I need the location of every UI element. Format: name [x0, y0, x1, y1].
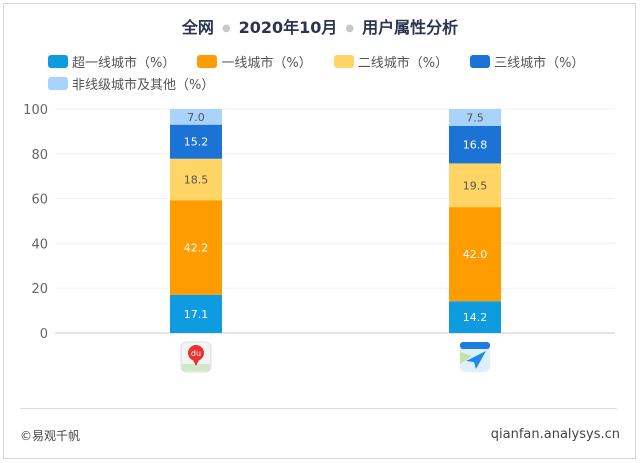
- data-label: 7.0: [187, 111, 205, 124]
- bar-segment: [449, 109, 501, 126]
- legend-swatch: [48, 54, 68, 68]
- data-label: 19.5: [463, 179, 488, 192]
- legend-label: 非线级城市及其他（%）: [72, 77, 215, 93]
- baidu-map-icon: du: [180, 341, 212, 373]
- legend-item[interactable]: 二线城市（%）: [333, 50, 449, 72]
- bar-segment: [170, 294, 222, 333]
- tencent-map-icon: [460, 342, 490, 372]
- chart-frame: [3, 3, 636, 459]
- y-tick-label: 80: [31, 148, 48, 163]
- bar-segment: [170, 158, 222, 201]
- data-label: 7.5: [466, 111, 484, 124]
- y-tick-label: 100: [23, 103, 48, 118]
- legend-item[interactable]: 一线城市（%）: [197, 50, 312, 72]
- bar-segment: [449, 125, 501, 164]
- bar-segment: [449, 207, 501, 302]
- bar-segment: [449, 163, 501, 208]
- footer-divider: [20, 408, 617, 409]
- data-label: 15.2: [184, 136, 209, 149]
- y-tick-label: 40: [31, 237, 48, 252]
- legend-swatch: [470, 54, 491, 68]
- title-scope: 全网: [181, 18, 214, 37]
- legend-label: 二线城市（%）: [357, 55, 449, 71]
- data-label: 42.2: [184, 241, 209, 254]
- title-date: 2020年10月: [238, 18, 338, 37]
- legend-item[interactable]: 超一线城市（%）: [48, 50, 175, 72]
- legend: 超一线城市（%） 一线城市（%） 二线城市（%） 三线城市（%） 非线级城市及其他（%）: [48, 50, 608, 94]
- copyright: ©易观千帆: [20, 429, 81, 443]
- legend-item[interactable]: 三线城市（%）: [470, 50, 584, 72]
- site-link: qianfan.analysys.cn: [490, 427, 620, 442]
- y-tick-label: 0: [40, 327, 48, 342]
- bar-segment: [170, 109, 222, 125]
- legend-label: 超一线城市（%）: [72, 55, 176, 71]
- data-label: 14.2: [463, 311, 488, 324]
- chart-title: 全网 ● 2020年10月 ● 用户属性分析: [181, 18, 459, 37]
- y-tick-label: 20: [31, 282, 48, 297]
- svg-text:du: du: [191, 349, 201, 358]
- bar-segment: [449, 301, 501, 333]
- data-label: 18.5: [184, 173, 209, 186]
- data-label: 16.8: [463, 139, 488, 152]
- legend-item[interactable]: 非线级城市及其他（%）: [48, 72, 214, 94]
- legend-swatch: [333, 54, 354, 68]
- data-label: 17.1: [184, 308, 209, 321]
- bar-segment: [170, 200, 222, 295]
- legend-swatch: [48, 76, 68, 90]
- legend-swatch: [197, 54, 218, 68]
- legend-label: 三线城市（%）: [494, 55, 585, 71]
- data-label: 42.0: [463, 248, 488, 261]
- title-subject: 用户属性分析: [362, 18, 459, 37]
- y-tick-label: 60: [31, 193, 48, 208]
- bar-segment: [170, 124, 222, 159]
- legend-label: 一线城市（%）: [221, 55, 312, 71]
